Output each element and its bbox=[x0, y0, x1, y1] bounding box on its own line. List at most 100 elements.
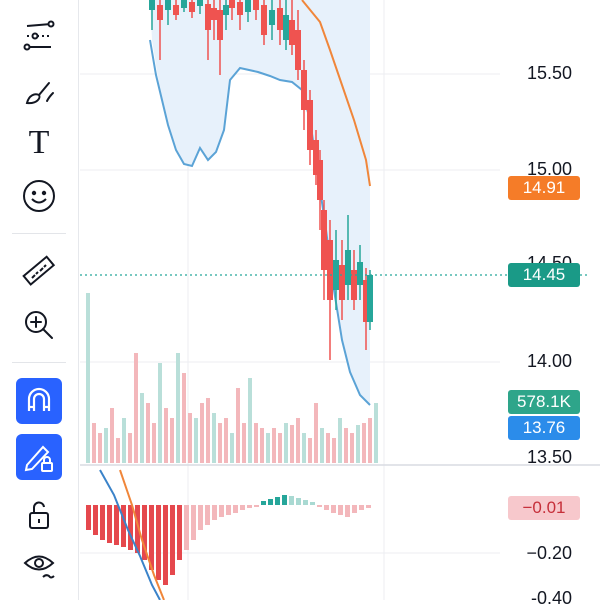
candle bbox=[289, 0, 295, 55]
candle bbox=[223, 0, 229, 30]
volume-bar bbox=[236, 388, 240, 463]
volume-bar bbox=[158, 363, 162, 463]
candle bbox=[173, 0, 179, 20]
chart-canvas[interactable] bbox=[80, 0, 600, 601]
price-chart[interactable]: 15.50 15.00 14.50 14.00 13.50 −0.20 -0.4… bbox=[80, 0, 600, 608]
candle bbox=[317, 150, 323, 230]
volume-bar bbox=[122, 418, 126, 463]
volume-bar bbox=[128, 433, 132, 463]
candle bbox=[363, 268, 369, 350]
volume-bar bbox=[374, 403, 378, 463]
macd-bar bbox=[233, 505, 238, 513]
price-axis-label: 13.50 bbox=[526, 447, 572, 467]
moving-average-line bbox=[301, 0, 371, 187]
macd-line bbox=[99, 469, 161, 601]
price-axis-label: 14.00 bbox=[526, 351, 572, 371]
volume-bar bbox=[350, 433, 354, 463]
volume-bar bbox=[356, 425, 360, 463]
zoom-tool[interactable] bbox=[16, 302, 62, 348]
measure-tool[interactable] bbox=[16, 248, 62, 294]
volume-bar bbox=[314, 403, 318, 463]
volume-bar bbox=[92, 423, 96, 463]
volume-bar bbox=[110, 408, 114, 463]
macd-bar bbox=[226, 505, 231, 515]
macd-bar bbox=[142, 505, 147, 560]
pencil-lock-icon bbox=[24, 445, 53, 472]
macd-bar bbox=[163, 505, 168, 585]
volume-bar bbox=[152, 423, 156, 463]
macd-bar bbox=[191, 505, 196, 540]
macd-bar bbox=[212, 505, 217, 520]
emoji-tool[interactable] bbox=[16, 173, 62, 219]
volume-bar bbox=[254, 423, 258, 463]
lock-drawings-tool[interactable] bbox=[16, 434, 62, 480]
volume-bar bbox=[266, 433, 270, 463]
macd-bar bbox=[366, 505, 371, 508]
unlock-icon bbox=[29, 501, 49, 529]
macd-bar bbox=[345, 505, 350, 517]
candle bbox=[321, 200, 327, 300]
volume-bar bbox=[86, 293, 90, 463]
trend-line-tool[interactable] bbox=[16, 13, 62, 59]
ruler-icon bbox=[22, 255, 56, 286]
text-tool[interactable]: T bbox=[16, 120, 62, 166]
candle bbox=[229, 0, 235, 20]
candle bbox=[269, 0, 275, 40]
macd-bar bbox=[310, 502, 315, 505]
macd-bar bbox=[100, 505, 105, 540]
eye-icon bbox=[23, 555, 55, 579]
toolbar-divider bbox=[12, 233, 66, 234]
volume-bar bbox=[230, 433, 234, 463]
trend-lines-icon bbox=[23, 20, 55, 51]
macd-bar bbox=[149, 505, 154, 570]
brush-tool[interactable] bbox=[16, 68, 62, 114]
macd-bar bbox=[331, 505, 336, 513]
macd-bar bbox=[93, 505, 98, 535]
volume-bar bbox=[224, 418, 228, 463]
candle bbox=[237, 0, 243, 30]
volume-bar bbox=[326, 433, 330, 463]
price-axis-label: 15.00 bbox=[526, 159, 572, 179]
volume-bar bbox=[248, 378, 252, 463]
unlock-tool[interactable] bbox=[16, 492, 62, 538]
volume-bar bbox=[290, 425, 294, 463]
candle bbox=[245, 0, 251, 22]
price-axis-label: 15.50 bbox=[526, 63, 572, 83]
candle bbox=[367, 270, 373, 330]
macd-bar bbox=[261, 501, 266, 505]
macd-bar bbox=[275, 497, 280, 505]
candle bbox=[205, 0, 211, 60]
smiley-icon bbox=[23, 180, 55, 212]
candle bbox=[277, 0, 283, 45]
last-price-tag: 14.45 bbox=[508, 263, 580, 287]
macd-bar bbox=[107, 505, 112, 543]
volume-bar bbox=[368, 418, 372, 463]
candle bbox=[189, 0, 195, 18]
candle bbox=[149, 0, 155, 30]
macd-bar bbox=[198, 505, 203, 530]
volume-bar bbox=[116, 438, 120, 463]
candle bbox=[339, 240, 345, 320]
candle bbox=[261, 0, 267, 45]
volume-bar bbox=[278, 433, 282, 463]
volume-bar bbox=[284, 423, 288, 463]
magnet-tool[interactable] bbox=[16, 378, 62, 424]
volume-bar bbox=[164, 408, 168, 463]
macd-bar bbox=[205, 505, 210, 525]
volume-bar bbox=[272, 428, 276, 463]
brush-icon bbox=[25, 82, 54, 105]
macd-bar bbox=[219, 505, 224, 517]
volume-bar bbox=[308, 438, 312, 463]
volume-bar bbox=[206, 398, 210, 463]
volume-bar bbox=[242, 423, 246, 463]
volume-bar bbox=[188, 413, 192, 463]
macd-bar bbox=[352, 505, 357, 513]
macd-bar bbox=[317, 505, 322, 507]
volume-bar bbox=[362, 423, 366, 463]
candle bbox=[357, 245, 363, 300]
volume-bar bbox=[170, 418, 174, 463]
visibility-tool[interactable] bbox=[16, 542, 62, 588]
volume-bar bbox=[260, 428, 264, 463]
volume-bar bbox=[98, 433, 102, 463]
volume-bar bbox=[182, 373, 186, 463]
